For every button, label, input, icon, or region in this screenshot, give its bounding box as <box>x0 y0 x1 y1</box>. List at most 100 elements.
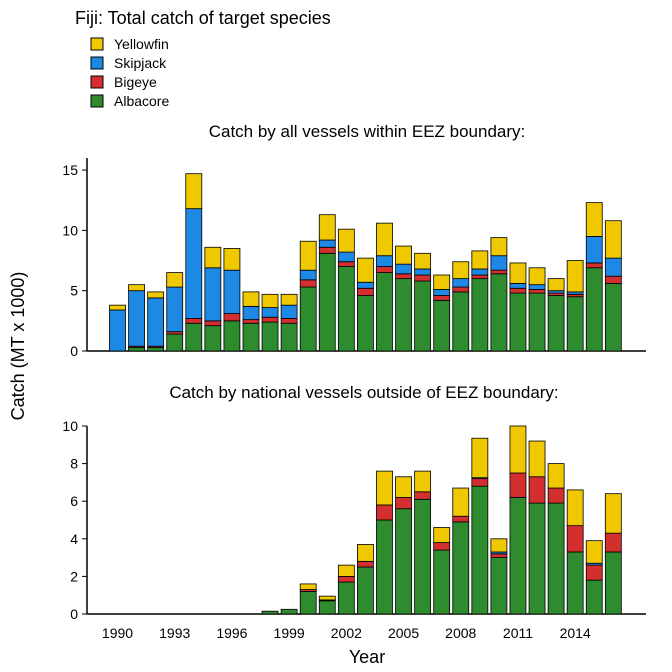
bar-skipjack-1999 <box>280 304 298 319</box>
bar-skipjack-1998 <box>261 307 279 318</box>
bar-yellowfin-2004 <box>376 470 393 506</box>
bar-albacore-1997 <box>242 322 260 352</box>
bar-yellowfin-2003 <box>357 257 374 283</box>
bar-albacore-1996 <box>223 320 241 352</box>
panel-1-y-tick-label: 5 <box>70 283 78 299</box>
bar-yellowfin-2011 <box>509 262 527 284</box>
panel-1-title: Catch by all vessels within EEZ boundary… <box>209 122 526 141</box>
bar-skipjack-2010 <box>490 255 508 271</box>
bar-albacore-2012 <box>528 292 546 352</box>
bar-albacore-1999 <box>280 608 298 615</box>
panel-2-y-tick-label: 6 <box>70 493 78 509</box>
panel-2-y-tick-label: 2 <box>70 568 78 584</box>
bar-bigeye-2016 <box>604 532 622 553</box>
bar-bigeye-2009 <box>471 274 489 280</box>
bar-bigeye-2006 <box>414 274 432 282</box>
panel-2-y-tick-label: 4 <box>70 531 78 547</box>
bar-bigeye-2002 <box>337 576 355 583</box>
bar-albacore-2007 <box>433 299 451 352</box>
bar-skipjack-2007 <box>433 289 451 296</box>
bar-yellowfin-2013 <box>547 278 565 292</box>
legend-label-yellowfin: Yellowfin <box>114 36 169 52</box>
bar-bigeye-2003 <box>357 560 374 568</box>
bar-yellowfin-2007 <box>433 274 451 290</box>
x-tick-label-1993: 1993 <box>159 625 190 641</box>
bar-yellowfin-2014 <box>566 260 584 293</box>
bar-bigeye-2011 <box>509 287 527 294</box>
bar-yellowfin-2000 <box>299 583 317 590</box>
bar-yellowfin-2010 <box>490 237 508 257</box>
panel-2-plot: 0 2 4 6 8 10 1990 1993 1996 1999 2002 2005 2008 2011 2… <box>62 418 646 641</box>
bar-skipjack-1992 <box>147 297 165 347</box>
bar-albacore-2008 <box>452 521 470 615</box>
bar-bigeye-2004 <box>376 266 393 273</box>
bar-yellowfin-2001 <box>318 595 336 601</box>
legend-label-skipjack: Skipjack <box>114 55 167 71</box>
bar-yellowfin-2016 <box>604 220 622 259</box>
bar-bigeye-2015 <box>585 262 603 269</box>
bar-albacore-2002 <box>337 266 355 352</box>
bar-albacore-1994 <box>185 322 203 352</box>
panel-1-plot: 0 5 10 15 <box>62 158 646 359</box>
bar-bigeye-2001 <box>318 246 336 254</box>
bar-skipjack-1991 <box>128 290 145 347</box>
bar-yellowfin-2014 <box>566 489 584 527</box>
x-tick-label-2014: 2014 <box>560 625 591 641</box>
bar-yellowfin-1999 <box>280 293 298 306</box>
bar-bigeye-1999 <box>280 318 298 324</box>
bar-albacore-2015 <box>585 579 603 615</box>
bar-albacore-1998 <box>261 321 279 352</box>
bar-albacore-2006 <box>414 498 432 615</box>
bar-albacore-2013 <box>547 502 565 615</box>
bar-bigeye-2015 <box>585 564 603 581</box>
bar-skipjack-2011 <box>509 283 527 289</box>
bar-albacore-2001 <box>318 600 336 615</box>
bar-albacore-2015 <box>585 267 603 352</box>
bar-yellowfin-2004 <box>376 222 393 257</box>
panel-2-title: Catch by national vessels outside of EEZ… <box>169 383 558 402</box>
bar-yellowfin-2016 <box>604 493 622 534</box>
bar-albacore-2010 <box>490 273 508 352</box>
bar-albacore-2014 <box>566 296 584 352</box>
bar-albacore-2016 <box>604 283 622 352</box>
bar-bigeye-2000 <box>299 279 317 288</box>
bar-yellowfin-2006 <box>414 252 432 270</box>
bar-yellowfin-2006 <box>414 470 432 493</box>
bar-albacore-2013 <box>547 295 565 352</box>
bar-bigeye-2007 <box>433 295 451 301</box>
bar-bigeye-2005 <box>395 497 412 510</box>
bar-albacore-2012 <box>528 502 546 615</box>
bar-yellowfin-2005 <box>395 476 412 498</box>
bar-albacore-2003 <box>357 295 374 352</box>
bar-bigeye-1997 <box>242 319 260 324</box>
bar-bigeye-1995 <box>204 320 222 327</box>
bar-bigeye-2006 <box>414 491 432 500</box>
bar-skipjack-2012 <box>528 284 546 290</box>
bar-bigeye-2002 <box>337 261 355 267</box>
bar-yellowfin-2008 <box>452 487 470 517</box>
legend-swatch-bigeye <box>90 75 104 89</box>
bar-yellowfin-1990 <box>109 304 126 311</box>
bar-yellowfin-2009 <box>471 250 489 270</box>
legend-label-bigeye: Bigeye <box>114 74 157 90</box>
bar-yellowfin-2012 <box>528 267 546 286</box>
bar-albacore-1992 <box>147 346 165 352</box>
bar-skipjack-1997 <box>242 305 260 321</box>
bar-yellowfin-2002 <box>337 564 355 577</box>
bar-albacore-2004 <box>376 519 393 615</box>
panel-2-y-tick-label: 8 <box>70 456 78 472</box>
bar-bigeye-2010 <box>490 269 508 275</box>
bar-bigeye-2008 <box>452 515 470 523</box>
bar-albacore-1995 <box>204 325 222 352</box>
bar-bigeye-2008 <box>452 286 470 293</box>
bar-albacore-1991 <box>128 346 145 352</box>
panel-2-y-tick-label: 10 <box>62 418 78 434</box>
bar-yellowfin-1994 <box>185 173 203 210</box>
bar-skipjack-2016 <box>604 257 622 277</box>
bar-albacore-2009 <box>471 278 489 352</box>
bar-albacore-1998 <box>261 610 279 615</box>
x-tick-label-2008: 2008 <box>445 625 476 641</box>
bar-bigeye-2007 <box>433 542 451 551</box>
bar-albacore-2001 <box>318 252 336 352</box>
panel-1-y-tick-label: 10 <box>62 222 78 238</box>
